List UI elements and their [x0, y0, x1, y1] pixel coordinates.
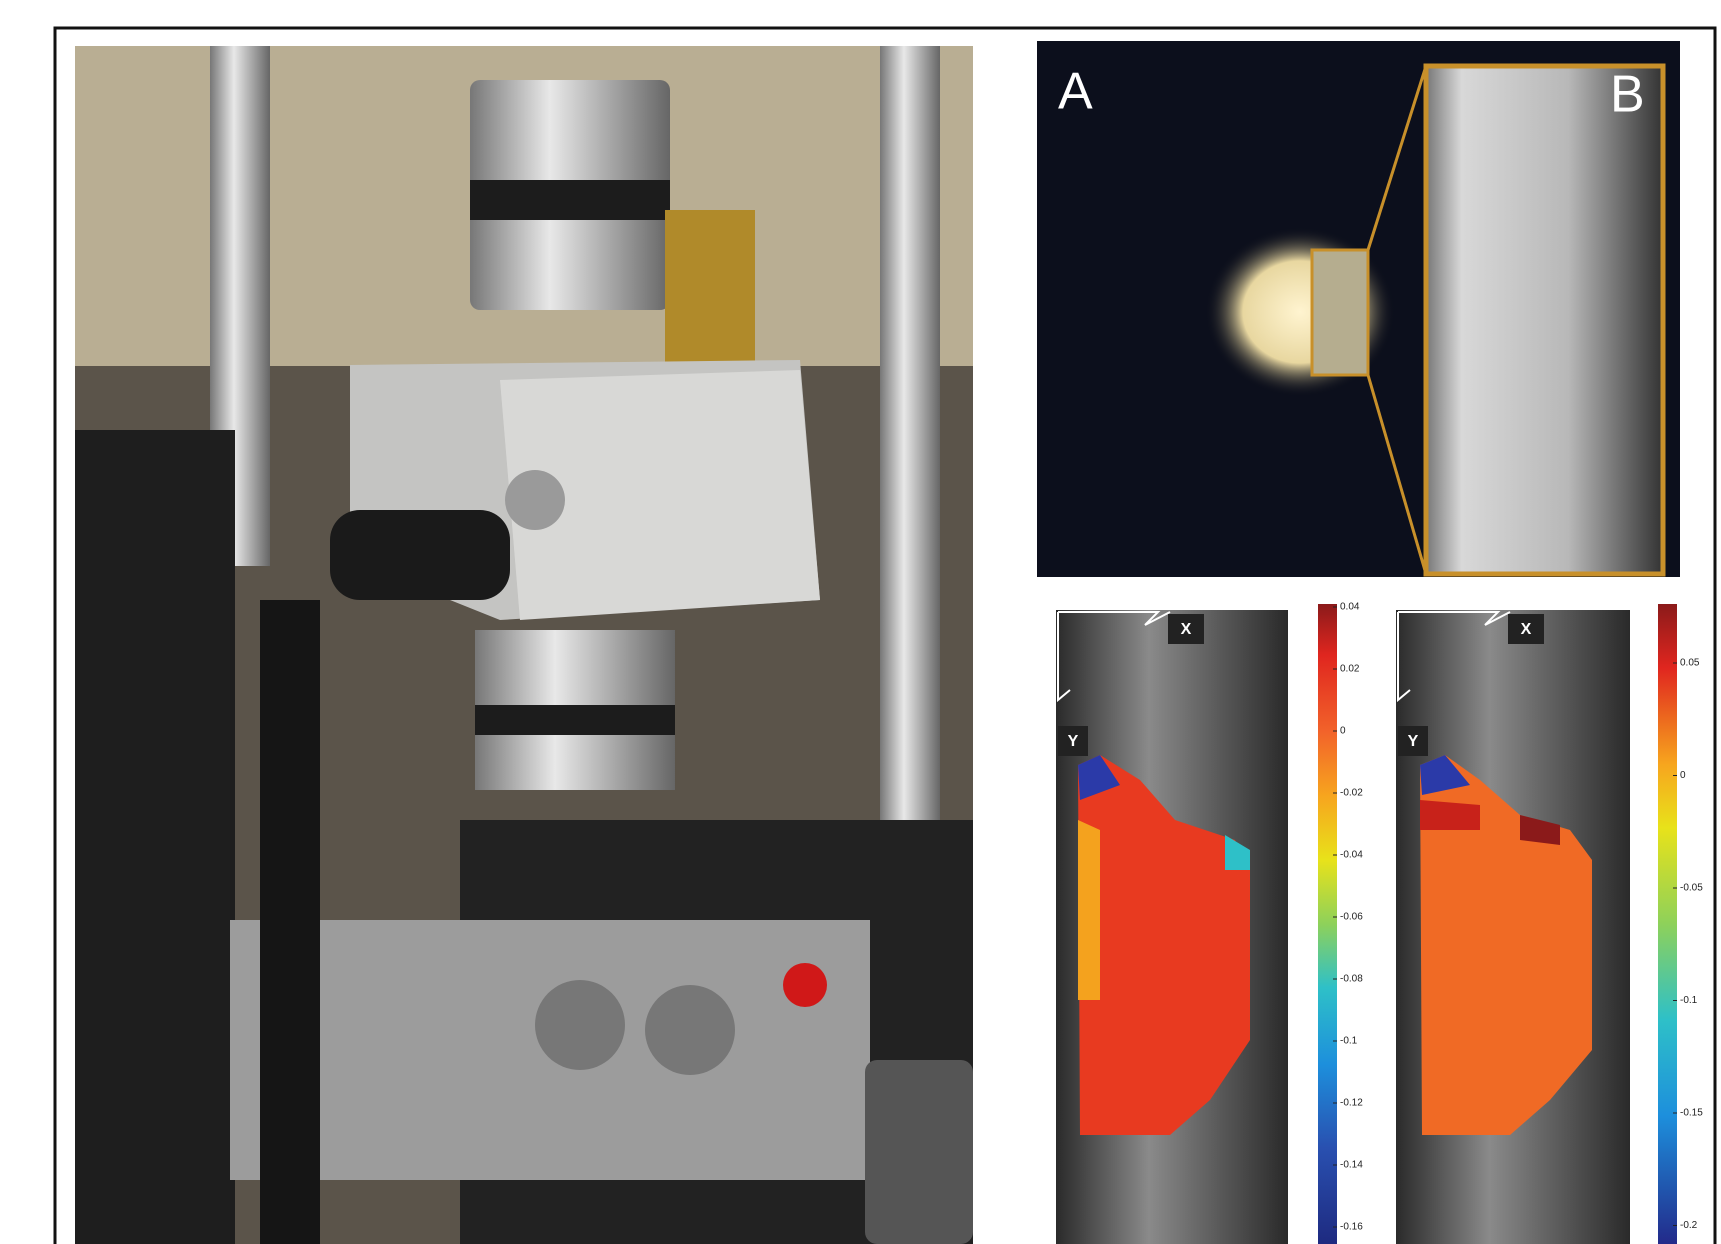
- axis-label: Y: [1408, 733, 1419, 750]
- strain-map: X Y: [1056, 604, 1337, 1244]
- panel-label: A: [1058, 63, 1093, 121]
- colorbar-tick-label: 0.04: [1340, 602, 1360, 613]
- figure: A B X Y X Y 0.04 0.02 0 -0.02 -0.04 -0.06 -0.0…: [0, 0, 1721, 1244]
- colorbar-tick-label: 0: [1340, 726, 1346, 737]
- colorbar-tick-label: -0.06: [1340, 912, 1363, 923]
- colorbar-tick-label: -0.14: [1340, 1160, 1363, 1171]
- colorbar-tick-label: -0.02: [1340, 788, 1363, 799]
- colorbar-tick-label: -0.12: [1340, 1098, 1363, 1109]
- page: {"panel_labels": {"a": "A", "b": "B"}, "…: [0, 0, 1721, 1244]
- colorbar-tick-label: -0.2: [1680, 1220, 1698, 1231]
- axis-label: X: [1181, 621, 1192, 638]
- colorbar-tick-label: 0: [1680, 770, 1686, 781]
- colorbar-tick-label: -0.15: [1680, 1108, 1703, 1119]
- strain-map: X Y: [1396, 604, 1677, 1244]
- axis-label: X: [1521, 621, 1532, 638]
- colorbar-tick-label: -0.04: [1340, 850, 1363, 861]
- setup-photo: [75, 46, 973, 1244]
- specimen-image: A B: [1037, 41, 1680, 577]
- colorbar-tick-label: -0.08: [1340, 974, 1363, 985]
- colorbar-tick-label: -0.1: [1340, 1036, 1358, 1047]
- colorbar-tick-label: -0.1: [1680, 995, 1698, 1006]
- colorbar-tick-label: 0.02: [1340, 664, 1360, 675]
- axis-label: Y: [1068, 733, 1079, 750]
- colorbar-tick-label: -0.16: [1340, 1222, 1363, 1233]
- colorbar-tick-label: 0.05: [1680, 658, 1700, 669]
- colorbar-tick-label: -0.05: [1680, 883, 1703, 894]
- panel-label: B: [1610, 66, 1645, 124]
